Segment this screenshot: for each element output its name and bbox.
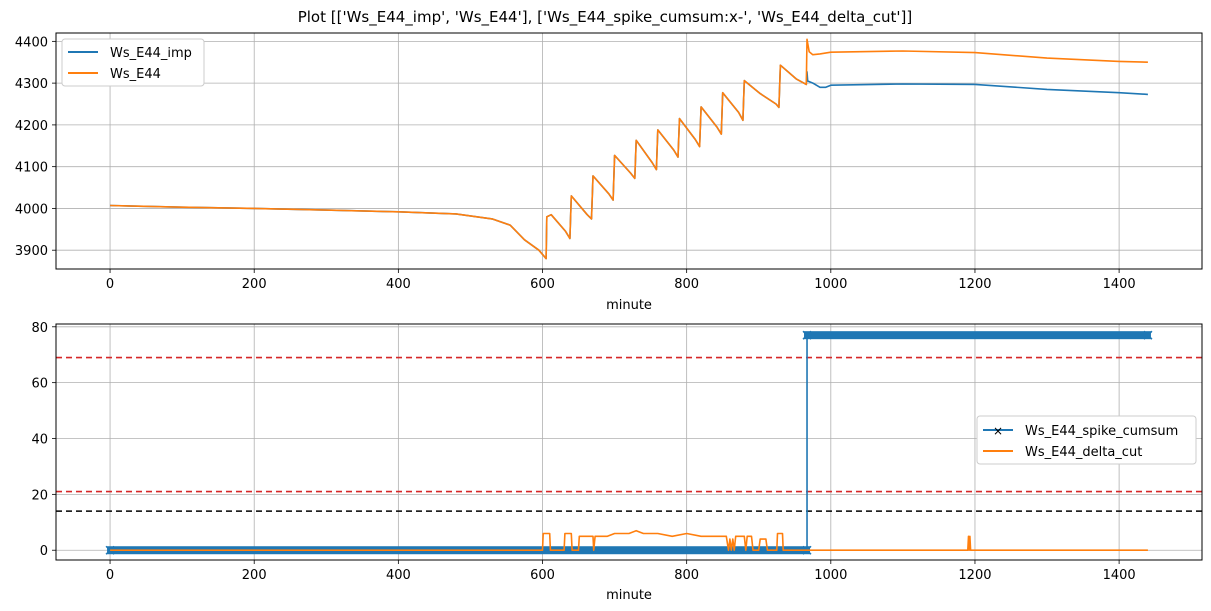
- figure-suptitle: Plot [['Ws_E44_imp', 'Ws_E44'], ['Ws_E44…: [298, 8, 913, 27]
- x-tick-label: 600: [530, 568, 555, 583]
- x-tick-label: 1400: [1103, 277, 1136, 292]
- x-marker: [802, 330, 812, 340]
- y-tick-label: 4300: [15, 77, 48, 92]
- bottom-x-ticks: 0 200 400 600 800 1000 1200 1400: [106, 560, 1136, 583]
- x-marker: [105, 545, 115, 555]
- y-tick-label: 4100: [15, 161, 48, 176]
- series-line-ws-e44-delta-cut: [110, 529, 1148, 551]
- x-marker: [1143, 330, 1153, 340]
- x-tick-label: 200: [242, 277, 267, 292]
- y-tick-label: 4000: [15, 202, 48, 217]
- bottom-reference-lines: [56, 356, 1202, 512]
- top-legend: Ws_E44_imp Ws_E44: [61, 38, 205, 87]
- x-tick-label: 1400: [1103, 568, 1136, 583]
- bottom-legend-label-spike-cumsum: Ws_E44_spike_cumsum: [1025, 424, 1178, 439]
- top-y-ticks: 3900 4000 4100 4200 4300 4400: [15, 35, 56, 259]
- y-tick-label: 80: [31, 321, 48, 336]
- bottom-legend-marker-x: ×: [993, 424, 1003, 438]
- x-tick-label: 1200: [958, 277, 991, 292]
- x-tick-label: 200: [242, 568, 267, 583]
- y-tick-label: 3900: [15, 244, 48, 259]
- y-tick-label: 4200: [15, 119, 48, 134]
- x-tick-label: 400: [386, 277, 411, 292]
- x-tick-label: 600: [530, 277, 555, 292]
- top-plot: 0 200 400 600 800 1000 1200 1400 3900 4000 4100 42…: [15, 32, 1203, 313]
- x-tick-label: 400: [386, 568, 411, 583]
- top-legend-label-ws-e44: Ws_E44: [110, 67, 161, 82]
- bottom-x-axis-label: minute: [606, 588, 652, 603]
- bottom-plot-frame: [55, 323, 1203, 561]
- x-tick-label: 0: [106, 277, 114, 292]
- bottom-plot: 0 200 400 600 800 1000 1200 1400 0 20 40 60 80 minu…: [31, 321, 1203, 603]
- top-series-layer: [110, 38, 1148, 260]
- series-line-ws-e44: [110, 38, 1148, 260]
- top-legend-box: [61, 38, 205, 87]
- top-gridlines: [56, 33, 1202, 269]
- x-tick-label: 800: [674, 277, 699, 292]
- bottom-series-layer: [105, 330, 1153, 555]
- y-tick-label: 20: [31, 488, 48, 503]
- bottom-y-ticks: 0 20 40 60 80: [31, 321, 56, 559]
- bottom-legend-box: [976, 415, 1197, 465]
- top-x-axis-label: minute: [606, 298, 652, 313]
- top-plot-background: [56, 33, 1202, 269]
- y-tick-label: 40: [31, 433, 48, 448]
- x-tick-label: 1000: [814, 277, 847, 292]
- bottom-legend: × Ws_E44_spike_cumsum Ws_E44_delta_cut: [976, 415, 1197, 465]
- y-tick-label: 0: [40, 544, 48, 559]
- top-x-ticks: 0 200 400 600 800 1000 1200 1400: [106, 269, 1136, 292]
- bottom-legend-label-delta-cut: Ws_E44_delta_cut: [1025, 445, 1142, 460]
- x-tick-label: 0: [106, 568, 114, 583]
- top-plot-frame: [55, 32, 1203, 270]
- x-tick-label: 1000: [814, 568, 847, 583]
- y-tick-label: 60: [31, 377, 48, 392]
- top-legend-label-ws-e44-imp: Ws_E44_imp: [110, 46, 192, 61]
- y-tick-label: 4400: [15, 35, 48, 50]
- x-tick-label: 800: [674, 568, 699, 583]
- x-tick-label: 1200: [958, 568, 991, 583]
- marker-band-after: [804, 331, 1151, 340]
